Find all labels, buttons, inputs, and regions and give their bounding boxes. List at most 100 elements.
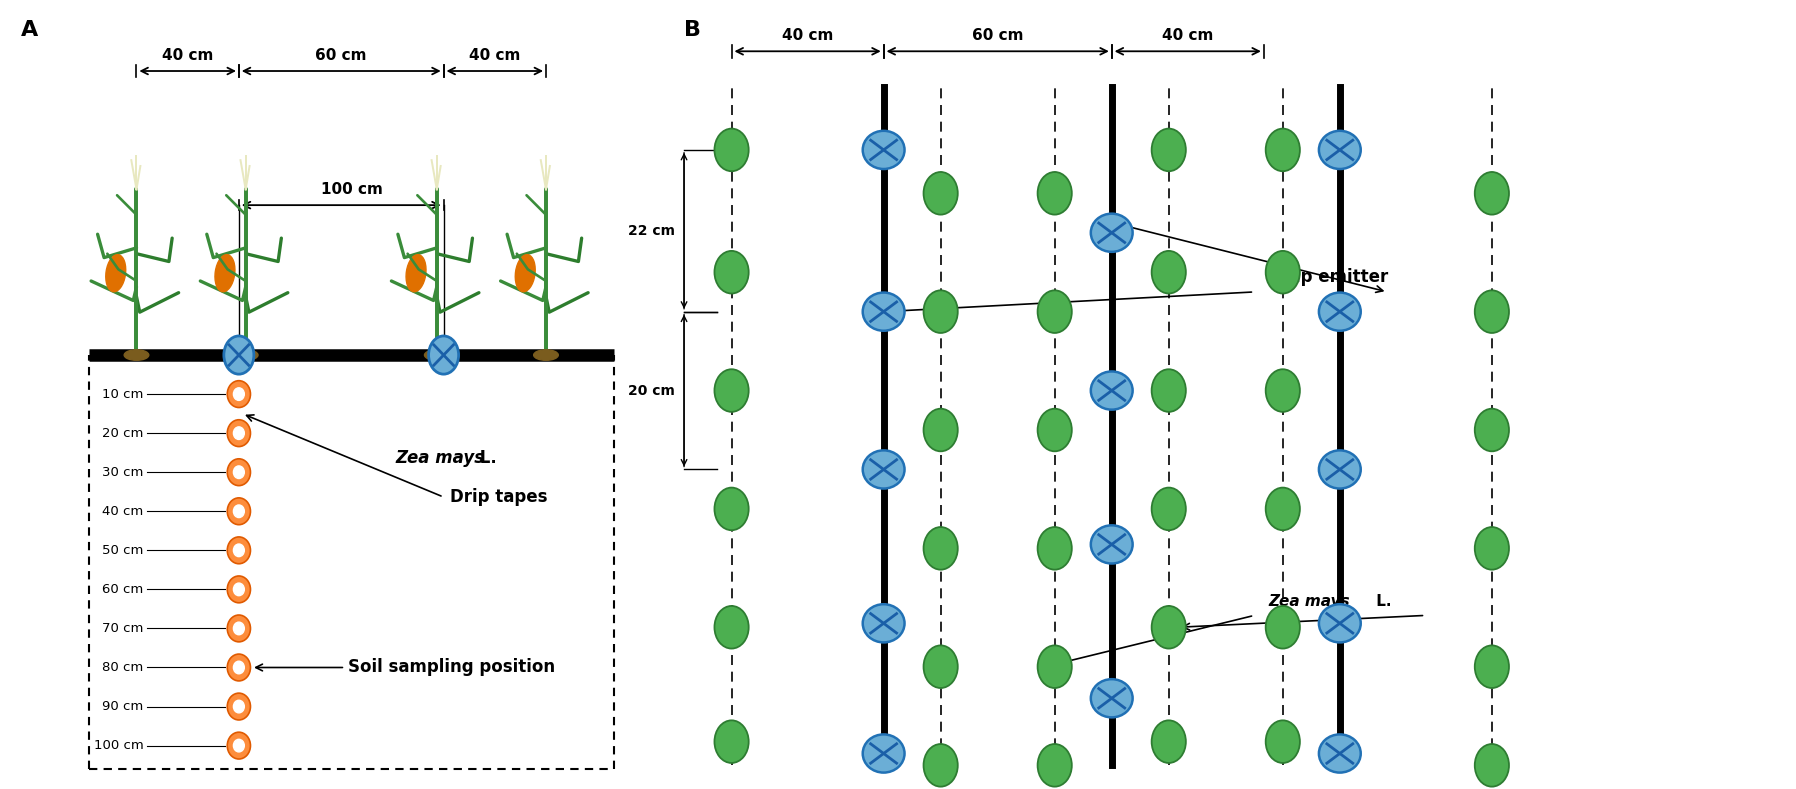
Ellipse shape (1475, 645, 1509, 688)
Ellipse shape (1266, 251, 1300, 294)
Text: 60 cm: 60 cm (102, 583, 144, 596)
Ellipse shape (1038, 172, 1072, 215)
Ellipse shape (1266, 129, 1300, 171)
Text: Zea mays: Zea mays (395, 449, 485, 466)
Circle shape (228, 732, 250, 759)
Text: Zea mays: Zea mays (1268, 594, 1351, 609)
Text: 20 cm: 20 cm (102, 427, 144, 439)
Text: 40 cm: 40 cm (102, 505, 144, 518)
Ellipse shape (1266, 720, 1300, 763)
Ellipse shape (1475, 172, 1509, 215)
Ellipse shape (923, 527, 957, 570)
Circle shape (233, 427, 244, 439)
Ellipse shape (1038, 527, 1072, 570)
Circle shape (233, 388, 244, 401)
Ellipse shape (1266, 488, 1300, 530)
Ellipse shape (1090, 214, 1133, 252)
Ellipse shape (862, 604, 905, 642)
Ellipse shape (1475, 744, 1509, 787)
Ellipse shape (1151, 606, 1185, 649)
Circle shape (233, 544, 244, 557)
Ellipse shape (1318, 735, 1361, 772)
Text: 40 cm: 40 cm (781, 28, 833, 43)
Text: 60 cm: 60 cm (972, 28, 1024, 43)
Ellipse shape (1151, 129, 1185, 171)
Ellipse shape (1318, 293, 1361, 331)
Ellipse shape (1038, 744, 1072, 787)
Text: L.: L. (1370, 594, 1392, 609)
Ellipse shape (923, 290, 957, 333)
Ellipse shape (1318, 131, 1361, 169)
Ellipse shape (715, 129, 749, 171)
Ellipse shape (1475, 290, 1509, 333)
Ellipse shape (862, 735, 905, 772)
Circle shape (228, 537, 250, 563)
Ellipse shape (715, 720, 749, 763)
Ellipse shape (1475, 409, 1509, 451)
Ellipse shape (1151, 251, 1185, 294)
Text: 100 cm: 100 cm (93, 739, 144, 752)
Ellipse shape (1318, 451, 1361, 488)
Ellipse shape (515, 255, 535, 292)
Circle shape (228, 694, 250, 720)
Ellipse shape (424, 350, 449, 361)
Ellipse shape (106, 255, 126, 292)
Ellipse shape (862, 131, 905, 169)
Text: 20 cm: 20 cm (627, 383, 675, 398)
Text: B: B (684, 20, 700, 39)
Ellipse shape (1090, 525, 1133, 563)
Ellipse shape (715, 369, 749, 412)
Circle shape (228, 576, 250, 603)
Ellipse shape (1038, 409, 1072, 451)
Ellipse shape (862, 451, 905, 488)
Circle shape (228, 615, 250, 642)
Text: 40 cm: 40 cm (1162, 28, 1214, 43)
Circle shape (228, 420, 250, 447)
Circle shape (233, 739, 244, 752)
Text: 100 cm: 100 cm (320, 182, 383, 197)
Ellipse shape (1266, 369, 1300, 412)
Ellipse shape (1266, 606, 1300, 649)
Text: 40 cm: 40 cm (469, 48, 521, 63)
Text: 80 cm: 80 cm (102, 661, 144, 674)
Ellipse shape (1151, 720, 1185, 763)
Circle shape (228, 381, 250, 408)
Text: 90 cm: 90 cm (102, 700, 144, 713)
Circle shape (228, 498, 250, 525)
Text: 10 cm: 10 cm (102, 387, 144, 401)
Ellipse shape (923, 645, 957, 688)
Text: Drip tapes: Drip tapes (451, 488, 548, 506)
Ellipse shape (862, 293, 905, 331)
Ellipse shape (533, 350, 559, 361)
Ellipse shape (1090, 679, 1133, 717)
Ellipse shape (1475, 527, 1509, 570)
Ellipse shape (1090, 372, 1133, 409)
Circle shape (228, 458, 250, 485)
Text: 70 cm: 70 cm (102, 622, 144, 635)
Text: A: A (20, 20, 38, 39)
Circle shape (228, 654, 250, 681)
Circle shape (233, 701, 244, 713)
Ellipse shape (1318, 604, 1361, 642)
Ellipse shape (1038, 645, 1072, 688)
Circle shape (233, 505, 244, 518)
Ellipse shape (216, 255, 235, 292)
Ellipse shape (923, 409, 957, 451)
Ellipse shape (1151, 488, 1185, 530)
Text: Drip emitter: Drip emitter (1273, 267, 1388, 286)
Ellipse shape (406, 255, 426, 292)
Circle shape (233, 622, 244, 634)
Ellipse shape (1038, 290, 1072, 333)
Ellipse shape (715, 606, 749, 649)
Ellipse shape (124, 350, 149, 361)
Ellipse shape (923, 172, 957, 215)
Ellipse shape (429, 336, 458, 374)
Text: 60 cm: 60 cm (316, 48, 366, 63)
Text: 40 cm: 40 cm (162, 48, 214, 63)
Text: L.: L. (474, 449, 497, 466)
Ellipse shape (233, 350, 259, 361)
Text: Soil sampling position: Soil sampling position (255, 659, 555, 676)
Ellipse shape (715, 251, 749, 294)
Ellipse shape (715, 488, 749, 530)
Circle shape (233, 583, 244, 596)
